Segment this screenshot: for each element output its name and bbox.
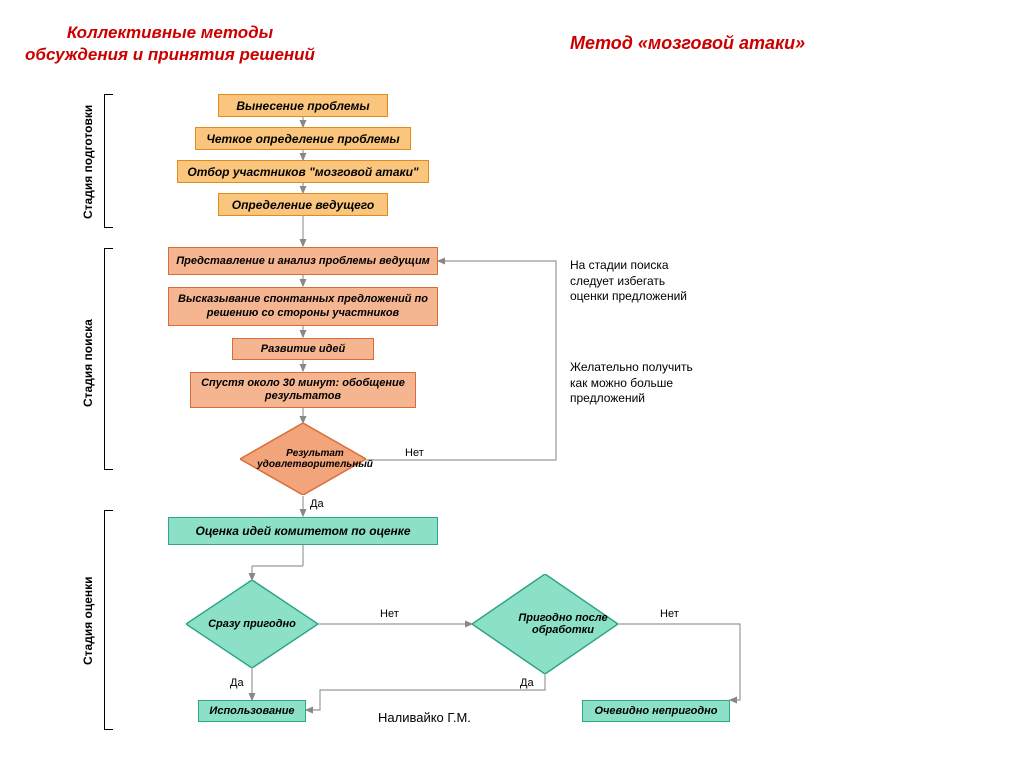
note2-l2: как можно больше [570, 376, 673, 390]
stage-label-2: Стадия поиска [81, 319, 95, 407]
node-n7: Развитие идей [232, 338, 374, 360]
note1-l1: На стадии поиска [570, 258, 669, 272]
node-n9: Оценка идей комитетом по оценке [168, 517, 438, 545]
node-n2: Четкое определение проблемы [195, 127, 411, 150]
d2-text: Сразу пригодно [186, 580, 318, 668]
node-n4: Определение ведущего [218, 193, 388, 216]
title-left: Коллективные методы обсуждения и приняти… [20, 22, 320, 66]
title-left-l2: обсуждения и принятия решений [25, 45, 315, 64]
footer-author: Наливайко Г.М. [378, 710, 471, 725]
stage-label-3: Стадия оценки [81, 576, 95, 665]
stage-bracket-2 [104, 248, 113, 470]
d1-text: Результат удовлетворительный [240, 423, 390, 495]
note-1: На стадии поиска следует избегать оценки… [570, 258, 687, 305]
diamond-d2: Сразу пригодно [186, 580, 318, 668]
label-d3-no: Нет [660, 608, 679, 620]
label-d1-no: Нет [405, 447, 424, 459]
node-n10: Использование [198, 700, 306, 722]
stage-label-1: Стадия подготовки [81, 105, 95, 219]
node-n1: Вынесение проблемы [218, 94, 388, 117]
label-d3-yes: Да [520, 677, 534, 689]
note2-l3: предложений [570, 391, 645, 405]
diamond-d3: Пригодно после обработки [472, 574, 618, 674]
node-n3: Отбор участников "мозговой атаки" [177, 160, 429, 183]
stage-bracket-1 [104, 94, 113, 228]
note1-l2: следует избегать [570, 274, 665, 288]
diamond-d1: Результат удовлетворительный [240, 423, 366, 495]
note1-l3: оценки предложений [570, 289, 687, 303]
title-right: Метод «мозговой атаки» [570, 33, 805, 54]
stage-bracket-3 [104, 510, 113, 730]
label-d1-yes: Да [310, 498, 324, 510]
d3-text: Пригодно после обработки [472, 574, 654, 674]
node-n5: Представление и анализ проблемы ведущим [168, 247, 438, 275]
note-2: Желательно получить как можно больше пре… [570, 360, 693, 407]
node-n6: Высказывание спонтанных предложений по р… [168, 287, 438, 326]
title-left-l1: Коллективные методы [67, 23, 273, 42]
label-d2-no: Нет [380, 608, 399, 620]
node-n8: Спустя около 30 минут: обобщение результ… [190, 372, 416, 408]
label-d2-yes: Да [230, 677, 244, 689]
node-n11: Очевидно непригодно [582, 700, 730, 722]
note2-l1: Желательно получить [570, 360, 693, 374]
